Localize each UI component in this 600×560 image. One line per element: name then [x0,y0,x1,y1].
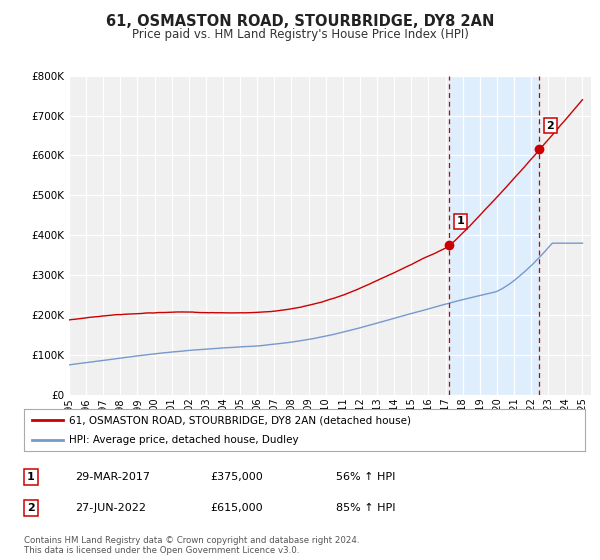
Text: 1: 1 [27,472,35,482]
Text: Price paid vs. HM Land Registry's House Price Index (HPI): Price paid vs. HM Land Registry's House … [131,28,469,41]
Text: 2: 2 [547,120,554,130]
Text: Contains HM Land Registry data © Crown copyright and database right 2024.: Contains HM Land Registry data © Crown c… [24,536,359,545]
Text: 1: 1 [457,216,464,226]
Text: £615,000: £615,000 [210,503,263,513]
Text: 29-MAR-2017: 29-MAR-2017 [75,472,150,482]
Text: 61, OSMASTON ROAD, STOURBRIDGE, DY8 2AN: 61, OSMASTON ROAD, STOURBRIDGE, DY8 2AN [106,14,494,29]
Text: 85% ↑ HPI: 85% ↑ HPI [336,503,395,513]
Text: This data is licensed under the Open Government Licence v3.0.: This data is licensed under the Open Gov… [24,547,299,556]
Text: 56% ↑ HPI: 56% ↑ HPI [336,472,395,482]
Text: HPI: Average price, detached house, Dudley: HPI: Average price, detached house, Dudl… [69,435,299,445]
Text: £375,000: £375,000 [210,472,263,482]
Text: 61, OSMASTON ROAD, STOURBRIDGE, DY8 2AN (detached house): 61, OSMASTON ROAD, STOURBRIDGE, DY8 2AN … [69,415,411,425]
Text: 2: 2 [27,503,35,513]
Text: 27-JUN-2022: 27-JUN-2022 [75,503,146,513]
Bar [449,76,539,395]
